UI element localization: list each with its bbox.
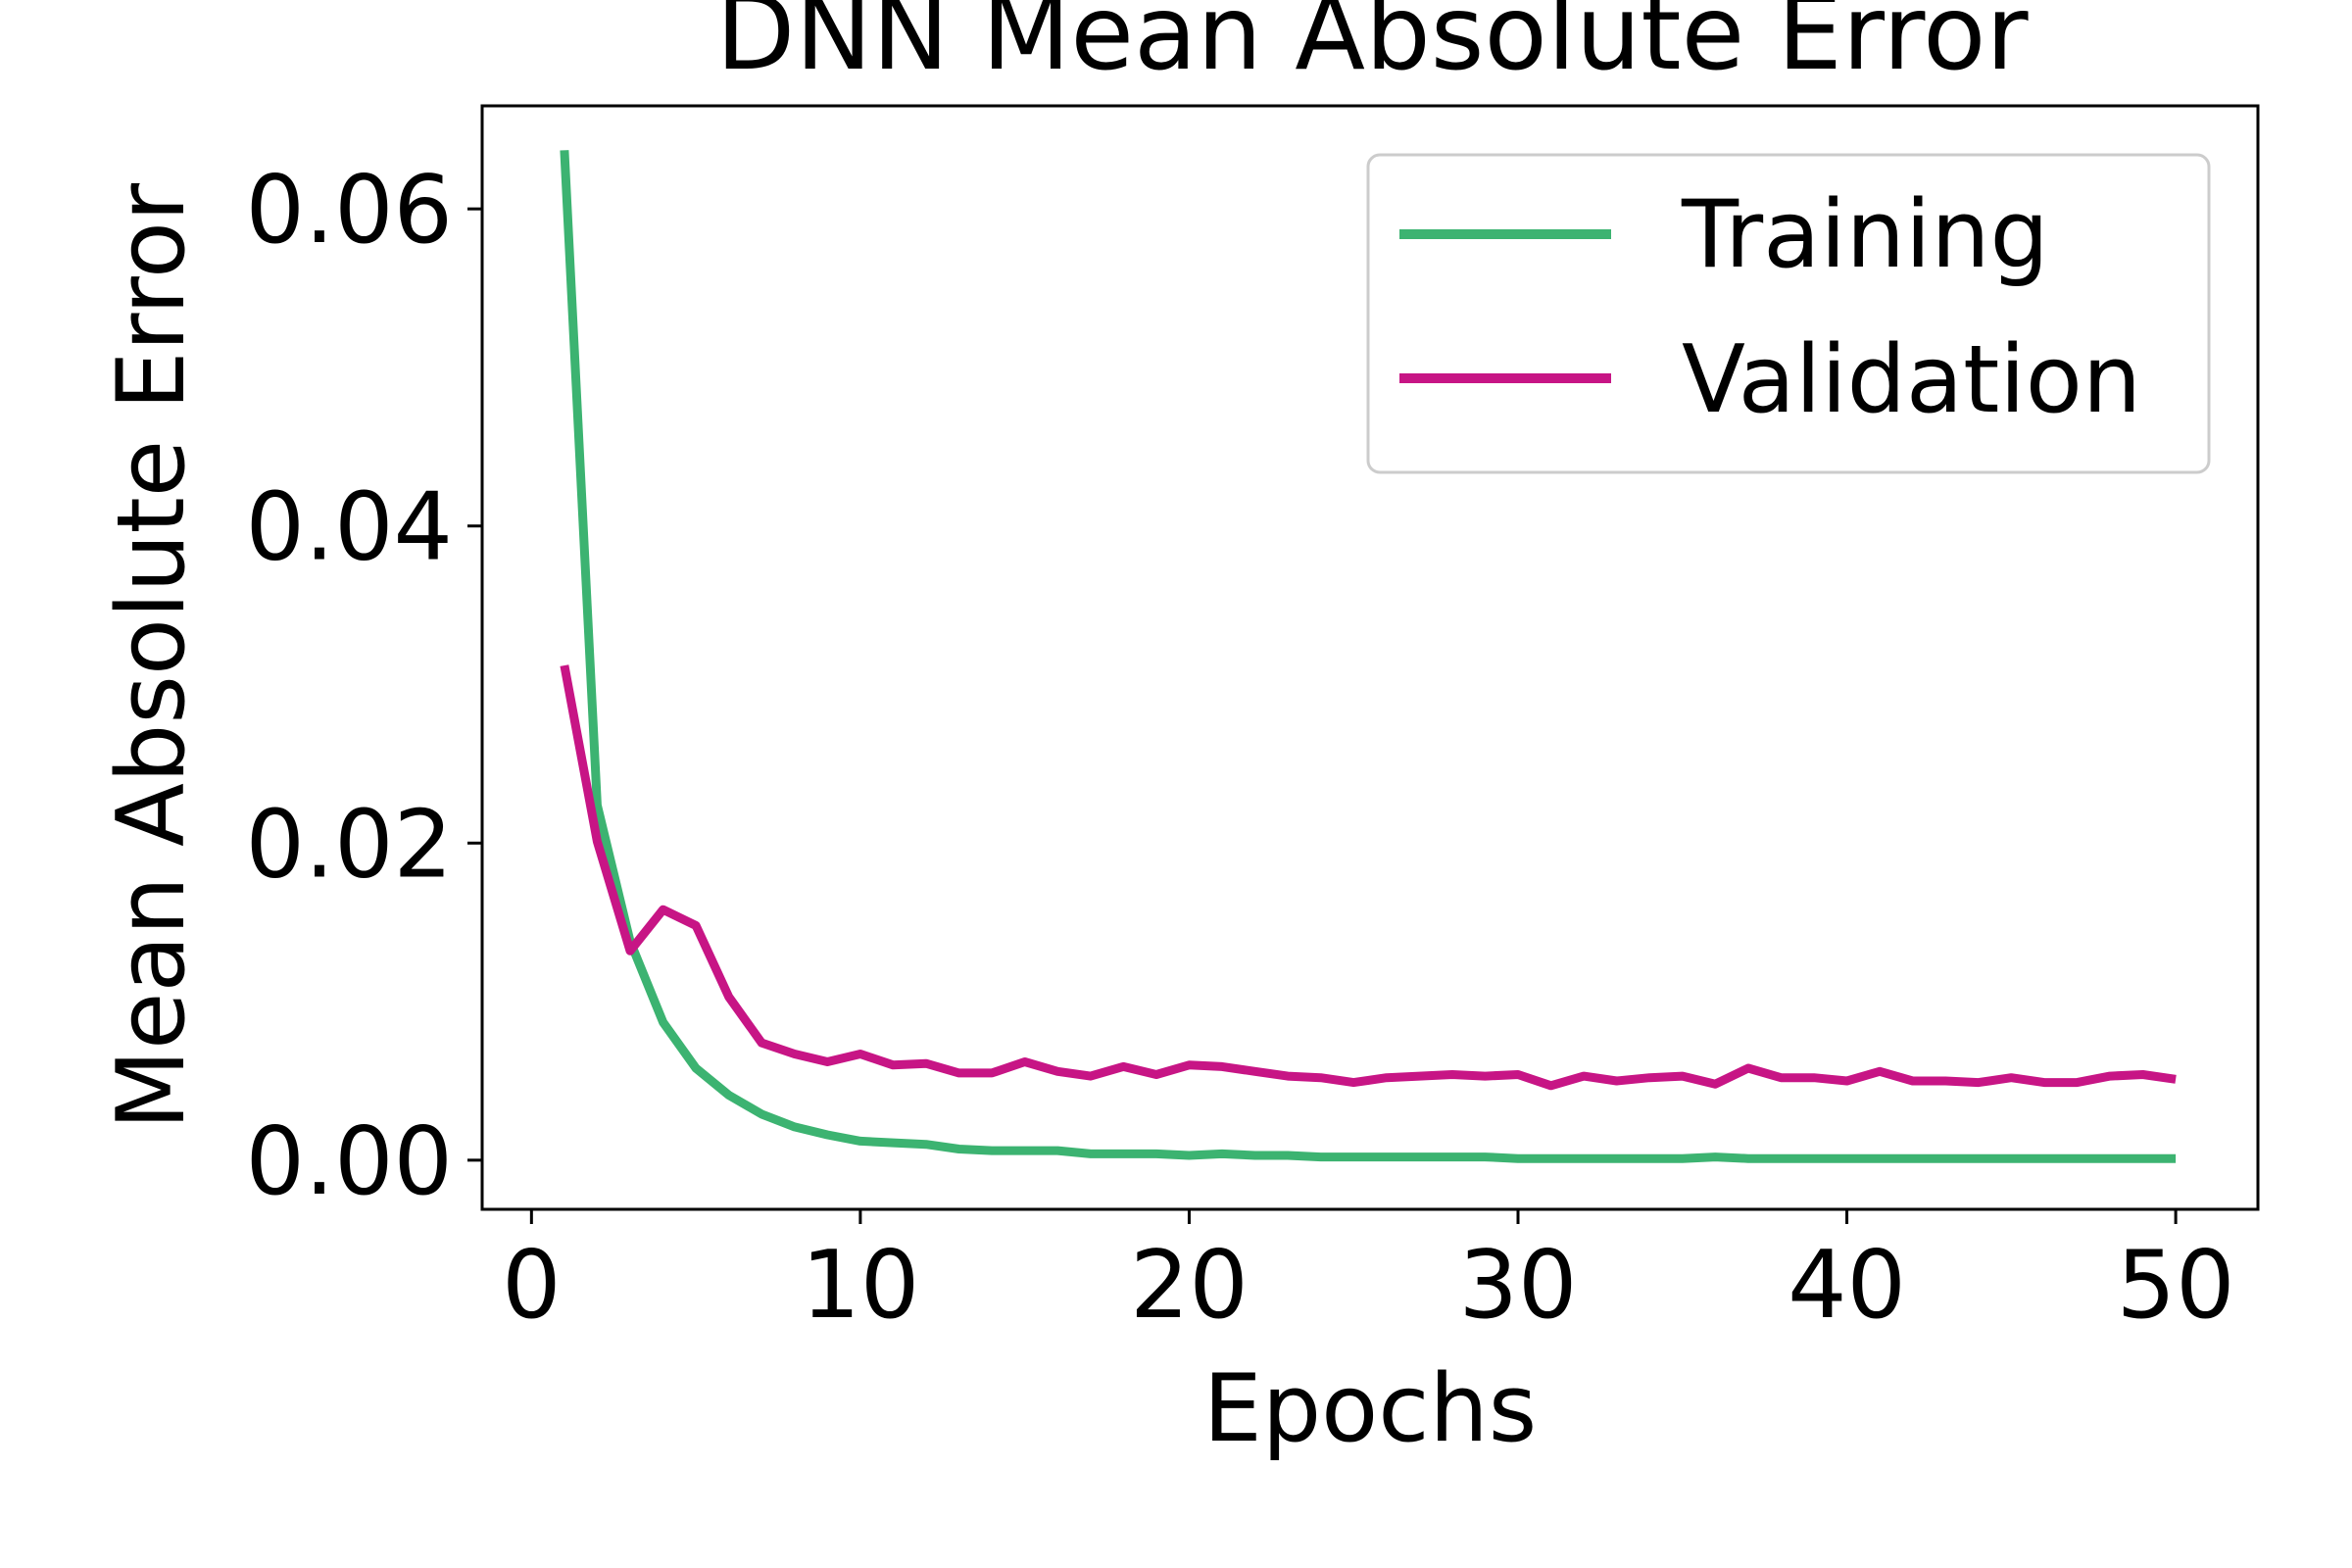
- series-layer: [560, 150, 2177, 1163]
- legend: Training Validation: [1366, 153, 2211, 474]
- legend-label-validation: Validation: [1682, 326, 2141, 434]
- x-axis: 0 10 20 30 40 50: [502, 1209, 2235, 1340]
- x-tick-label: 10: [801, 1232, 919, 1340]
- series-line-training: [560, 150, 2177, 1163]
- y-tick-label: 0.06: [245, 157, 453, 265]
- x-tick-label: 20: [1130, 1232, 1249, 1340]
- y-tick-label: 0.02: [245, 791, 453, 899]
- y-axis-label: Mean Absolute Error: [98, 182, 206, 1130]
- x-tick-label: 50: [2117, 1232, 2235, 1340]
- x-tick-label: 0: [502, 1232, 561, 1340]
- y-tick-label: 0.04: [245, 474, 453, 582]
- y-axis: 0.00 0.02 0.04 0.06: [245, 157, 482, 1216]
- legend-label-training: Training: [1681, 181, 2049, 289]
- x-axis-label: Epochs: [1203, 1355, 1537, 1463]
- plot-frame: [480, 104, 2260, 1211]
- chart-title: DNN Mean Absolute Error: [715, 0, 2029, 93]
- x-tick-label: 30: [1459, 1232, 1578, 1340]
- series-line-validation: [560, 664, 2177, 1091]
- x-tick-label: 40: [1788, 1232, 1906, 1340]
- y-tick-label: 0.00: [245, 1108, 453, 1216]
